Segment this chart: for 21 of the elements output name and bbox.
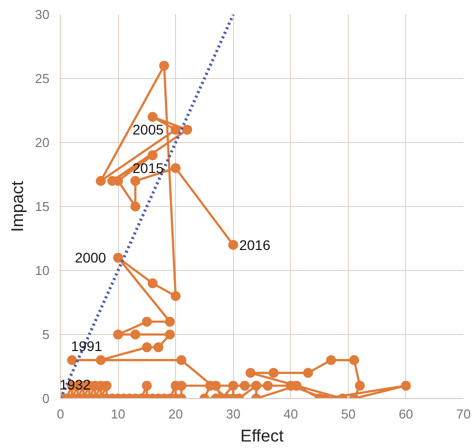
x-tick-label: 10 — [110, 406, 126, 422]
x-tick-label: 40 — [284, 406, 298, 422]
y-tick-label: 25 — [35, 71, 50, 86]
x-tick-label: 70 — [456, 406, 471, 422]
x-tick-label: 0 — [56, 406, 64, 422]
x-tick-label: 60 — [398, 406, 414, 422]
y-tick-label: 30 — [35, 7, 50, 22]
y-tick-label: 20 — [35, 135, 50, 150]
x-tick-label: 50 — [341, 406, 356, 422]
x-tick-label: 20 — [168, 406, 183, 422]
y-axis-title: Impact — [8, 180, 28, 232]
x-tick-label: 30 — [226, 406, 240, 422]
y-tick-label: 0 — [42, 391, 50, 406]
x-axis-title: Effect — [240, 426, 284, 446]
y-tick-label: 5 — [42, 327, 50, 342]
annotation: 2016 — [239, 236, 271, 253]
annotation: 2005 — [132, 122, 164, 138]
y-tick-label: 10 — [35, 263, 50, 278]
y-tick-label: 15 — [35, 199, 50, 214]
annotation: 1991 — [71, 338, 102, 354]
annotation: 2000 — [74, 250, 106, 266]
